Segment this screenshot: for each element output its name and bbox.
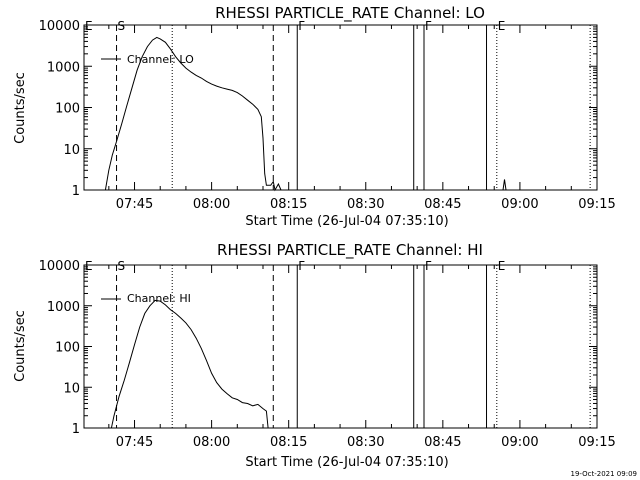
event-marker-label: F (425, 19, 432, 33)
footer-date: 19-Oct-2021 09:09 (571, 470, 637, 478)
event-marker-label: F (298, 19, 305, 33)
chart-panel-hi: RHESSI PARTICLE_RATE Channel: HI Counts/… (13, 241, 616, 470)
legend-label: Channel: LO (127, 53, 194, 66)
series-line (104, 36, 282, 192)
y-tick-label: 100 (55, 102, 80, 117)
y-tick-label: 1 (72, 422, 80, 437)
event-marker-label: S (118, 259, 126, 273)
x-axis-label: Start Time (26-Jul-04 07:35:10) (245, 455, 448, 470)
event-marker-label: E (85, 19, 93, 33)
x-tick-label: 08:15 (270, 197, 307, 212)
plot-frame (83, 264, 598, 429)
x-tick-label: 09:15 (578, 197, 615, 212)
y-tick-label: 10 (63, 381, 80, 396)
x-tick-label: 08:15 (270, 435, 307, 450)
y-axis-label: Counts/sec (13, 72, 28, 144)
chart-panel-lo: RHESSI PARTICLE_RATE Channel: LO Counts/… (13, 4, 616, 229)
x-axis-label: Start Time (26-Jul-04 07:35:10) (245, 214, 448, 229)
x-tick-label: 07:45 (116, 435, 153, 450)
event-marker-label: E (498, 259, 506, 273)
legend-label: Channel: HI (127, 292, 191, 305)
chart-title: RHESSI PARTICLE_RATE Channel: HI (217, 241, 483, 260)
x-tick-label: 08:45 (424, 197, 461, 212)
y-tick-label: 10000 (39, 259, 80, 274)
x-tick-label: 08:00 (193, 435, 230, 450)
x-tick-label: 09:15 (578, 435, 615, 450)
y-tick-label: 1 (72, 184, 80, 199)
x-tick-label: 09:00 (501, 435, 538, 450)
series-line (110, 299, 269, 429)
x-tick-label: 07:45 (116, 197, 153, 212)
plot-frame (83, 24, 598, 191)
event-marker-label: F (425, 259, 432, 273)
x-tick-label: 08:45 (424, 435, 461, 450)
x-tick-label: 09:00 (501, 197, 538, 212)
x-tick-label: 08:00 (193, 197, 230, 212)
event-marker-label: E (498, 19, 506, 33)
event-marker-label: S (118, 19, 126, 33)
x-tick-label: 08:30 (347, 435, 384, 450)
chart-title: RHESSI PARTICLE_RATE Channel: LO (215, 4, 485, 23)
y-tick-label: 1000 (47, 300, 80, 315)
y-tick-label: 10000 (39, 19, 80, 34)
series-spike (502, 179, 507, 191)
y-tick-label: 10 (63, 143, 80, 158)
y-tick-label: 1000 (47, 60, 80, 75)
y-axis-label: Counts/sec (13, 310, 28, 382)
event-marker-label: E (85, 259, 93, 273)
y-tick-label: 100 (55, 341, 80, 356)
x-tick-label: 08:30 (347, 197, 384, 212)
event-marker-label: F (298, 259, 305, 273)
